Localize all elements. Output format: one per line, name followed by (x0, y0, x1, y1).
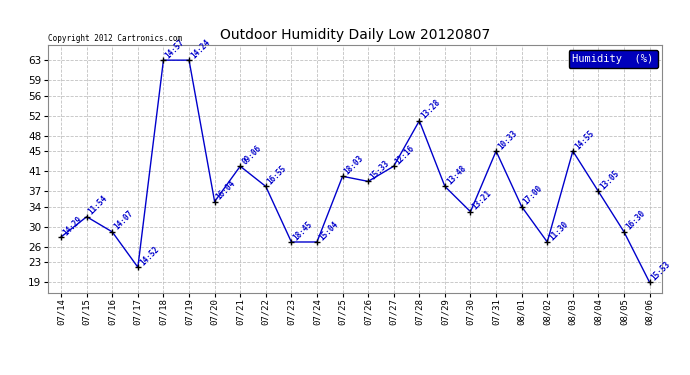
Text: 18:03: 18:03 (342, 154, 365, 176)
Text: 15:04: 15:04 (317, 219, 339, 242)
Legend: Humidity  (%): Humidity (%) (569, 50, 658, 68)
Text: 14:55: 14:55 (573, 128, 595, 151)
Text: 15:53: 15:53 (649, 260, 672, 282)
Text: 13:21: 13:21 (471, 189, 493, 211)
Text: 14:07: 14:07 (112, 209, 135, 232)
Text: Copyright 2012 Cartronics.com: Copyright 2012 Cartronics.com (48, 33, 182, 42)
Text: 18:45: 18:45 (291, 219, 314, 242)
Text: 11:30: 11:30 (547, 219, 570, 242)
Text: 13:05: 13:05 (598, 169, 621, 192)
Text: 16:30: 16:30 (624, 209, 647, 232)
Text: 12:16: 12:16 (394, 144, 417, 166)
Text: 09:06: 09:06 (240, 144, 263, 166)
Text: 14:57: 14:57 (164, 38, 186, 60)
Text: 14:29: 14:29 (61, 214, 83, 237)
Text: 13:48: 13:48 (445, 164, 468, 186)
Text: 16:04: 16:04 (215, 179, 237, 202)
Text: 14:24: 14:24 (189, 38, 212, 60)
Text: 17:00: 17:00 (522, 184, 544, 207)
Text: 10:33: 10:33 (496, 128, 519, 151)
Text: 14:52: 14:52 (138, 244, 161, 267)
Text: 11:54: 11:54 (87, 194, 110, 217)
Title: Outdoor Humidity Daily Low 20120807: Outdoor Humidity Daily Low 20120807 (220, 28, 491, 42)
Text: 15:33: 15:33 (368, 159, 391, 182)
Text: 16:55: 16:55 (266, 164, 288, 186)
Text: 13:28: 13:28 (420, 98, 442, 121)
